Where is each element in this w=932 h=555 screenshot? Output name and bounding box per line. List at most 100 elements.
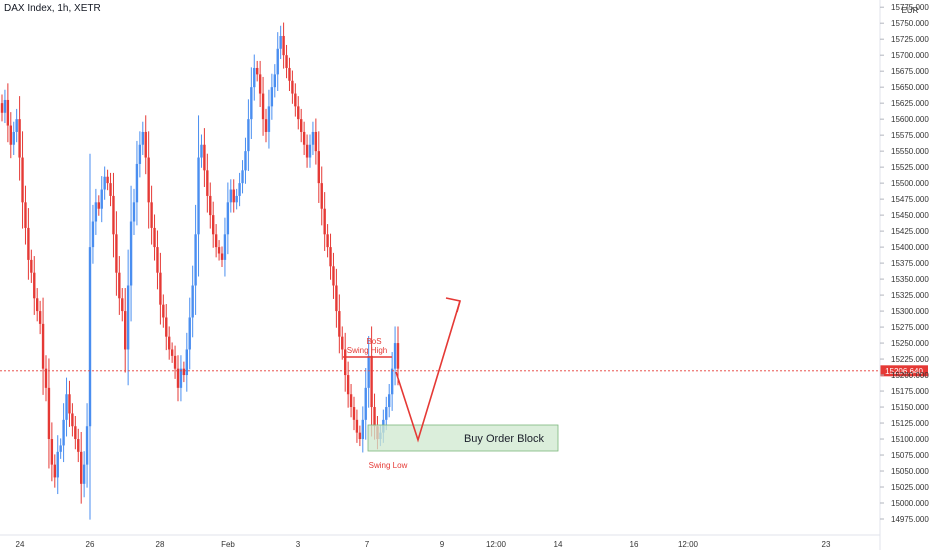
y-tick-label: 15675.000 [891, 67, 929, 76]
candle-body [38, 311, 42, 324]
x-tick-label: 28 [156, 540, 165, 549]
y-tick-label: 15050.000 [891, 467, 929, 476]
candle-body [106, 176, 109, 184]
y-tick-label: 15625.000 [891, 99, 929, 108]
candle-body [176, 368, 180, 388]
y-tick-label: 15750.000 [891, 19, 929, 28]
candle-body [352, 407, 356, 420]
candle-body [147, 157, 150, 203]
candle-body [100, 189, 103, 209]
y-tick-label: 15150.000 [891, 403, 929, 412]
candle-body [59, 445, 62, 452]
candle-body [235, 195, 238, 203]
last-price-layer: 15206.640 [0, 365, 928, 377]
candle-body [94, 202, 98, 222]
candle-body [85, 426, 89, 465]
y-tick-label: 15300.000 [891, 307, 929, 316]
y-tick-label: 15375.000 [891, 259, 929, 268]
candle-body [91, 221, 95, 248]
annotations-layer: Buy Order Block BoS Swing High Swing Low [343, 297, 559, 470]
candle-body [288, 67, 291, 81]
candle-body [302, 131, 306, 145]
candle-body [317, 151, 320, 184]
candle-body [270, 87, 274, 107]
candle-body [44, 368, 48, 388]
last-price-label: 15206.640 [885, 367, 923, 376]
candle-body [88, 247, 92, 427]
candle-body [332, 266, 335, 286]
candle-body [182, 368, 186, 376]
y-tick-label: 15075.000 [891, 451, 929, 460]
candle-body [217, 247, 221, 254]
y-tick-label: 15225.000 [891, 355, 929, 364]
candle-body [74, 426, 77, 440]
y-tick-label: 15425.000 [891, 227, 929, 236]
candle-body [214, 234, 218, 248]
candle-body [291, 80, 294, 94]
candle-body [153, 227, 156, 248]
candle-body [129, 221, 133, 286]
candle-body [197, 157, 200, 235]
candle-body [355, 419, 359, 433]
candle-body [18, 119, 21, 158]
candle-body [97, 202, 100, 209]
y-tick-label: 15500.000 [891, 179, 929, 188]
candle-body [258, 74, 262, 94]
candle-body [229, 189, 232, 203]
candle-body [138, 144, 142, 164]
candle-body [144, 131, 147, 158]
candle-body [212, 215, 215, 235]
candle-body [388, 394, 391, 408]
candle-body [244, 151, 247, 171]
y-tick-label: 15550.000 [891, 147, 929, 156]
projection-arrowhead [445, 297, 461, 313]
last-price-badge [880, 365, 928, 377]
candle-body [261, 93, 265, 120]
candle-body [41, 323, 45, 369]
y-tick-label: 15775.000 [891, 3, 929, 12]
candle-body [112, 195, 115, 235]
candle-body [179, 368, 183, 388]
candle-body [256, 67, 259, 75]
candle-body [21, 157, 24, 203]
y-tick-label: 15325.000 [891, 291, 929, 300]
candle-body [12, 131, 15, 145]
candle-body [200, 144, 203, 158]
candle-body [80, 451, 83, 484]
candle-body [326, 234, 329, 248]
candle-body [15, 119, 18, 132]
x-tick-label: 24 [16, 540, 25, 549]
x-tick-label: 12:00 [486, 540, 507, 549]
candle-body [253, 67, 256, 88]
candle-body [118, 272, 121, 299]
y-tick-label: 15525.000 [891, 163, 929, 172]
candle-body [238, 183, 241, 196]
candle-body [320, 183, 323, 209]
candle-body [185, 349, 188, 376]
y-tick-label: 15125.000 [891, 419, 929, 428]
candle-body [62, 419, 65, 446]
candle-body [282, 35, 285, 56]
y-axis: EUR 14975.000 15000.000 15025.000 15050.000… [879, 0, 929, 550]
candle-body [297, 106, 300, 120]
y-tick-label: 15275.000 [891, 323, 929, 332]
symbol-legend: DAX Index, 1h, XETR [4, 3, 101, 14]
candle-body [220, 253, 224, 260]
candle-body [53, 464, 56, 478]
y-tick-label: 15250.000 [891, 339, 929, 348]
x-tick-label: 16 [630, 540, 639, 549]
candle-body [132, 202, 136, 222]
y-tick-label: 15175.000 [891, 387, 929, 396]
candle-body [168, 336, 171, 350]
candle-body [141, 131, 144, 145]
y-tick-label: 15200.000 [891, 371, 929, 380]
candle-body [71, 413, 74, 427]
candle-body [346, 375, 350, 395]
candle-body [109, 183, 112, 196]
candle-body [191, 285, 194, 318]
candle-body [264, 119, 268, 132]
candle-body [56, 451, 59, 478]
candle-body [329, 247, 332, 267]
candle-body [341, 336, 344, 350]
